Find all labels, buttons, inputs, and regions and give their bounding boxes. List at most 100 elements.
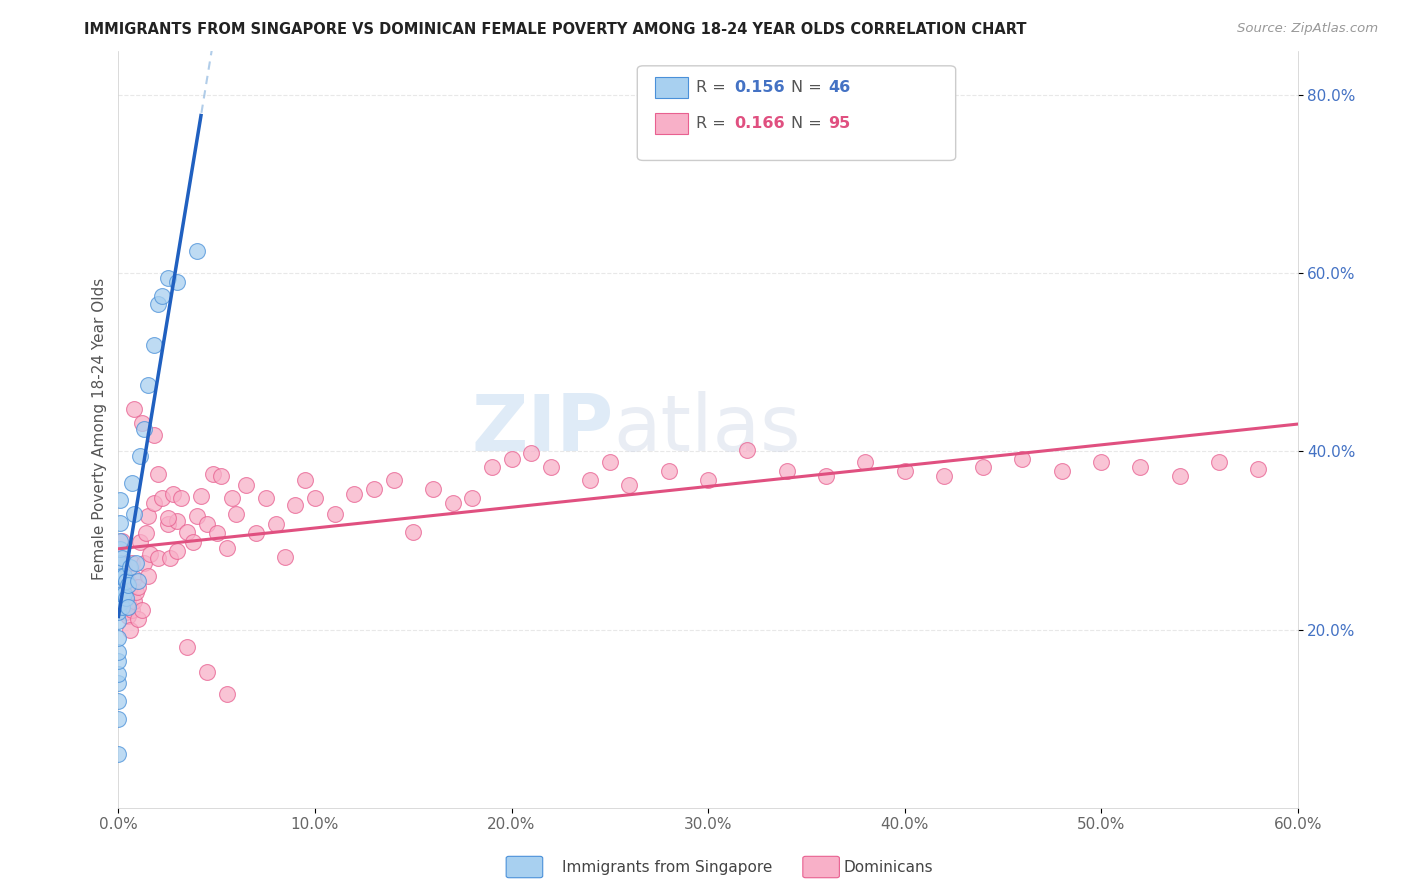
Point [132, 422, 155, 436]
Point [107, 694, 129, 708]
Point [190, 489, 212, 503]
Point [737, 442, 759, 457]
Point [343, 487, 366, 501]
Point [579, 473, 602, 487]
Point [125, 556, 148, 570]
Point [1208, 455, 1230, 469]
Point [122, 401, 145, 416]
Point [166, 275, 188, 289]
Point [115, 605, 138, 619]
Text: atlas: atlas [613, 392, 801, 467]
Point [501, 451, 523, 466]
Point [127, 580, 149, 594]
Point [110, 582, 132, 597]
Point [111, 556, 134, 570]
Point [150, 491, 173, 505]
Point [142, 337, 165, 351]
Point [129, 449, 152, 463]
Point [107, 632, 129, 646]
Point [121, 603, 143, 617]
Text: 95: 95 [828, 116, 851, 131]
Point [107, 712, 129, 726]
Point [146, 551, 169, 566]
Point [205, 526, 228, 541]
Text: 0.166: 0.166 [734, 116, 785, 131]
Text: N =: N = [790, 116, 827, 131]
Point [107, 645, 129, 659]
Point [441, 496, 464, 510]
Point [112, 578, 135, 592]
Point [176, 640, 198, 655]
Point [107, 556, 129, 570]
Point [121, 556, 143, 570]
Point [112, 560, 135, 574]
Point [166, 544, 188, 558]
Point [146, 297, 169, 311]
Point [117, 609, 139, 624]
Point [111, 569, 134, 583]
Point [110, 556, 132, 570]
Point [1129, 460, 1152, 475]
Point [110, 582, 132, 597]
Point [481, 460, 503, 475]
Point [112, 600, 135, 615]
Point [136, 508, 159, 523]
Point [520, 446, 543, 460]
Point [1247, 462, 1270, 476]
Point [117, 574, 139, 588]
Point [254, 491, 277, 505]
Point [146, 467, 169, 481]
Text: 0.156: 0.156 [734, 80, 785, 95]
Point [110, 493, 132, 508]
Point [159, 551, 181, 566]
Point [121, 475, 143, 490]
Point [932, 469, 955, 483]
Point [1090, 455, 1112, 469]
Point [461, 491, 484, 505]
Point [215, 541, 238, 555]
Point [112, 587, 135, 601]
Point [120, 560, 142, 574]
Text: IMMIGRANTS FROM SINGAPORE VS DOMINICAN FEMALE POVERTY AMONG 18-24 YEAR OLDS CORR: IMMIGRANTS FROM SINGAPORE VS DOMINICAN F… [84, 22, 1026, 37]
Text: R =: R = [696, 116, 731, 131]
Point [619, 478, 641, 492]
Point [136, 569, 159, 583]
Point [107, 667, 129, 681]
Point [120, 580, 142, 594]
Point [107, 747, 129, 762]
Point [245, 526, 267, 541]
Point [117, 578, 139, 592]
Point [107, 676, 129, 690]
Text: R =: R = [696, 80, 731, 95]
Point [111, 587, 134, 601]
Point [195, 517, 218, 532]
Point [170, 491, 193, 505]
Point [122, 594, 145, 608]
Bar [655, 78, 688, 98]
Point [540, 460, 562, 475]
Point [156, 517, 179, 532]
Text: ZIP: ZIP [471, 392, 613, 467]
Y-axis label: Female Poverty Among 18-24 Year Olds: Female Poverty Among 18-24 Year Olds [93, 278, 107, 581]
Point [127, 574, 149, 588]
Point [110, 565, 132, 579]
Point [111, 600, 134, 615]
Point [156, 511, 179, 525]
Point [131, 603, 153, 617]
Point [110, 596, 132, 610]
FancyBboxPatch shape [637, 66, 956, 161]
Point [215, 687, 238, 701]
Point [658, 464, 681, 478]
Point [117, 600, 139, 615]
Text: Immigrants from Singapore: Immigrants from Singapore [562, 860, 773, 874]
Point [186, 244, 208, 258]
Point [131, 416, 153, 430]
Point [139, 547, 162, 561]
Point [142, 496, 165, 510]
Point [129, 535, 152, 549]
Point [150, 288, 173, 302]
Text: Dominicans: Dominicans [844, 860, 934, 874]
Point [697, 473, 720, 487]
Point [814, 469, 837, 483]
Point [294, 473, 316, 487]
